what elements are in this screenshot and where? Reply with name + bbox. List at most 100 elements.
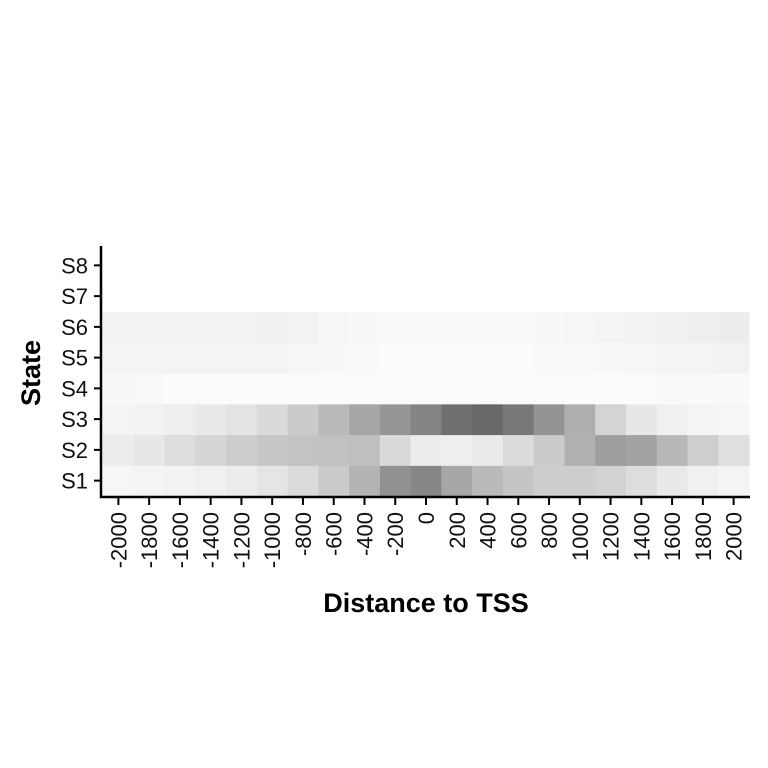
- heatmap-cell-s8-18: [656, 250, 689, 282]
- heatmap-cell-s1-0: [103, 465, 135, 497]
- heatmap-cell-s3-9: [379, 403, 412, 436]
- heatmap-cell-s7-16: [595, 280, 627, 313]
- heatmap-cell-s8-20: [718, 250, 750, 282]
- x-tick-label: 2000: [722, 512, 747, 561]
- heatmap-cell-s5-1: [133, 342, 166, 374]
- heatmap-cell-s6-8: [349, 311, 381, 343]
- y-tick-label: S8: [61, 253, 88, 278]
- heatmap-cell-s2-6: [287, 434, 319, 466]
- heatmap-cell-s5-12: [472, 342, 504, 374]
- heatmap-cell-s2-3: [195, 434, 227, 466]
- heatmap-cell-s8-13: [502, 250, 535, 282]
- heatmap-cell-s5-6: [287, 342, 319, 374]
- x-tick-label: -1600: [168, 512, 193, 568]
- heatmap-cell-s8-8: [349, 250, 381, 282]
- heatmap-cell-s7-6: [287, 280, 319, 313]
- heatmap-cell-s2-7: [318, 434, 350, 466]
- heatmap-cell-s3-4: [226, 403, 258, 436]
- heatmap-cell-s4-10: [410, 373, 442, 405]
- heatmap-cell-s6-14: [533, 311, 566, 343]
- heatmap-cell-s5-3: [195, 342, 227, 374]
- heatmap-cell-s4-12: [472, 373, 504, 405]
- heatmap-cell-s8-6: [287, 250, 319, 282]
- heatmap-cell-s4-9: [379, 373, 412, 405]
- heatmap-cell-s6-15: [564, 311, 596, 343]
- heatmap-cell-s8-16: [595, 250, 627, 282]
- heatmap-cell-s7-5: [256, 280, 289, 313]
- heatmap-cell-s4-20: [718, 373, 750, 405]
- x-axis-title: Distance to TSS: [323, 588, 529, 618]
- heatmap-cell-s8-14: [533, 250, 566, 282]
- heatmap-cell-s3-3: [195, 403, 227, 436]
- heatmap-cell-s7-12: [472, 280, 504, 313]
- heatmap-cell-s2-9: [379, 434, 412, 466]
- heatmap-cell-s1-18: [656, 465, 689, 497]
- heatmap-cell-s5-15: [564, 342, 596, 374]
- heatmap-cell-s6-12: [472, 311, 504, 343]
- heatmap-cell-s1-4: [226, 465, 258, 497]
- heatmap-cell-s2-0: [103, 434, 135, 466]
- heatmap-cell-s2-10: [410, 434, 442, 466]
- heatmap-cell-s6-13: [502, 311, 535, 343]
- x-tick-label: -1000: [260, 512, 285, 568]
- heatmap-cell-s5-19: [687, 342, 719, 374]
- heatmap-cell-s3-12: [472, 403, 504, 436]
- heatmap-cell-s3-8: [349, 403, 381, 436]
- heatmap-cell-s5-18: [656, 342, 689, 374]
- y-tick-label: S7: [61, 284, 88, 309]
- y-tick-label: S1: [61, 469, 88, 494]
- heatmap-cell-s2-11: [441, 434, 473, 466]
- heatmap-cell-s3-17: [625, 403, 658, 436]
- heatmap-cell-s8-1: [133, 250, 166, 282]
- heatmap-cell-s6-10: [410, 311, 442, 343]
- heatmap-cells: [103, 250, 750, 497]
- heatmap-cell-s2-17: [625, 434, 658, 466]
- heatmap-cell-s2-14: [533, 434, 566, 466]
- heatmap-cell-s1-10: [410, 465, 442, 497]
- heatmap-cell-s6-0: [103, 311, 135, 343]
- heatmap-cell-s4-16: [595, 373, 627, 405]
- heatmap-cell-s2-20: [718, 434, 750, 466]
- heatmap-cell-s4-6: [287, 373, 319, 405]
- heatmap-cell-s7-3: [195, 280, 227, 313]
- heatmap-cell-s2-12: [472, 434, 504, 466]
- heatmap-cell-s3-16: [595, 403, 627, 436]
- heatmap-cell-s7-15: [564, 280, 596, 313]
- x-tick-label: -200: [383, 512, 408, 556]
- heatmap-cell-s4-19: [687, 373, 719, 405]
- heatmap-cell-s8-19: [687, 250, 719, 282]
- heatmap-cell-s3-10: [410, 403, 442, 436]
- heatmap-cell-s6-2: [164, 311, 196, 343]
- y-tick-label: S5: [61, 346, 88, 371]
- heatmap-cell-s8-3: [195, 250, 227, 282]
- y-tick-label: S2: [61, 438, 88, 463]
- x-tick-label: 1800: [691, 512, 716, 561]
- heatmap-cell-s5-14: [533, 342, 566, 374]
- heatmap-cell-s7-20: [718, 280, 750, 313]
- heatmap-cell-s4-0: [103, 373, 135, 405]
- heatmap-cell-s4-2: [164, 373, 196, 405]
- heatmap-cell-s5-20: [718, 342, 750, 374]
- heatmap-cell-s3-15: [564, 403, 596, 436]
- heatmap-cell-s5-17: [625, 342, 658, 374]
- heatmap-cell-s4-15: [564, 373, 596, 405]
- y-axis-ticks: S1 S2 S3 S4 S5 S6 S7 S8: [61, 253, 101, 494]
- heatmap-cell-s4-11: [441, 373, 473, 405]
- heatmap-cell-s6-4: [226, 311, 258, 343]
- heatmap-cell-s8-0: [103, 250, 135, 282]
- heatmap-cell-s4-17: [625, 373, 658, 405]
- heatmap-cell-s1-9: [379, 465, 412, 497]
- heatmap-cell-s1-20: [718, 465, 750, 497]
- heatmap-cell-s5-7: [318, 342, 350, 374]
- heatmap-cell-s2-19: [687, 434, 719, 466]
- heatmap-cell-s8-11: [441, 250, 473, 282]
- heatmap-cell-s1-13: [502, 465, 535, 497]
- heatmap-cell-s7-7: [318, 280, 350, 313]
- heatmap-cell-s1-5: [256, 465, 289, 497]
- heatmap-cell-s5-5: [256, 342, 289, 374]
- heatmap-cell-s4-8: [349, 373, 381, 405]
- heatmap-cell-s8-7: [318, 250, 350, 282]
- heatmap-cell-s6-5: [256, 311, 289, 343]
- heatmap-cell-s4-1: [133, 373, 166, 405]
